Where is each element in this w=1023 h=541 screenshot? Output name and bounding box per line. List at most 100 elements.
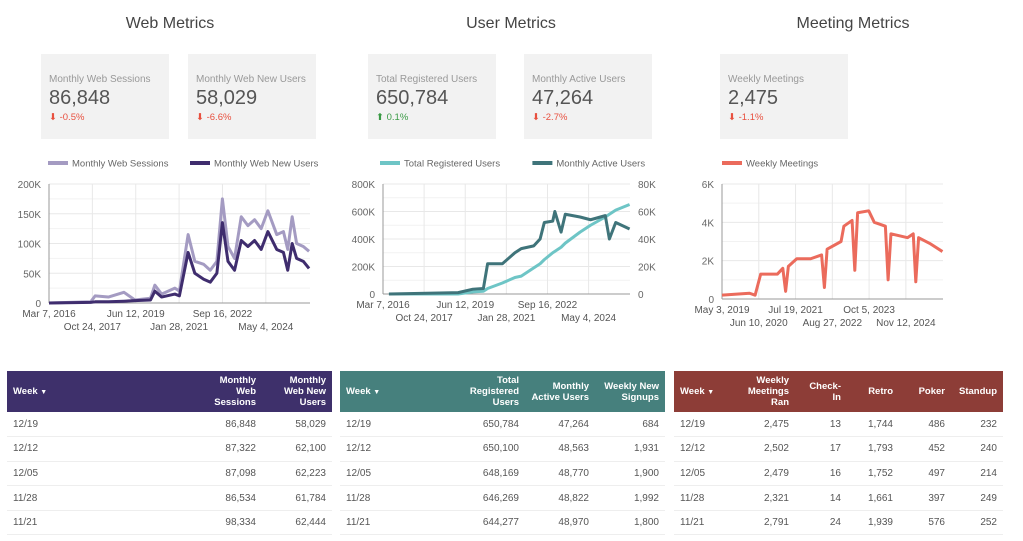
x-tick-label: May 4, 2024 xyxy=(561,313,616,324)
section-title-user: User Metrics xyxy=(466,15,556,32)
y-tick-label: 100K xyxy=(18,240,42,251)
x-tick-label: Sep 16, 2022 xyxy=(193,309,253,320)
y-right-tick-label: 60K xyxy=(638,208,656,219)
kpi-change: ⬆ 0.1% xyxy=(376,112,409,123)
table-cell: 48,970 xyxy=(525,510,595,536)
y-tick-label: 50K xyxy=(23,269,41,280)
x-tick-label: Jun 12, 2019 xyxy=(436,300,494,311)
table-cell: 1,900 xyxy=(595,461,665,487)
y-right-tick-label: 40K xyxy=(638,235,656,246)
series-line xyxy=(388,203,631,296)
table-cell: 12/05 xyxy=(674,461,742,487)
table-cell: 12/19 xyxy=(7,412,192,438)
x-tick-label: Mar 7, 2016 xyxy=(356,300,410,311)
y-right-tick-label: 20K xyxy=(638,263,656,274)
table-cell: 12/19 xyxy=(340,412,455,438)
table-cell: 14 xyxy=(795,485,847,511)
table-row: 12/05 87,098 62,223 xyxy=(7,461,332,487)
x-tick-label: Oct 24, 2017 xyxy=(395,313,453,324)
y-tick-label: 0 xyxy=(369,290,375,301)
table-row: 12/12 87,322 62,100 xyxy=(7,436,332,462)
x-tick-label: Jul 19, 2021 xyxy=(768,305,823,316)
table-cell: 13 xyxy=(795,412,847,438)
table-cell: 16 xyxy=(795,461,847,487)
column-header: Monthly Web Sessions xyxy=(214,375,256,408)
table-cell: 2,321 xyxy=(741,485,795,511)
legend-label: Total Registered Users xyxy=(404,159,500,170)
x-tick-label: Jan 28, 2021 xyxy=(150,322,208,333)
table-row: 11/21 644,277 48,970 1,800 xyxy=(340,510,665,536)
table-row: 11/21 98,334 62,444 xyxy=(7,510,332,536)
table-cell: 62,100 xyxy=(262,436,332,462)
legend-label: Weekly Meetings xyxy=(746,159,818,170)
kpi-card: Total Registered Users 650,784 ⬆ 0.1% xyxy=(368,54,496,139)
table-cell: 12/19 xyxy=(674,412,742,438)
column-header[interactable]: Week ▼ xyxy=(680,385,715,397)
y-tick-label: 4K xyxy=(702,218,715,229)
table-cell: 1,752 xyxy=(847,461,899,487)
x-tick-label: Oct 24, 2017 xyxy=(64,322,122,333)
kpi-value: 2,475 xyxy=(728,87,779,109)
kpi-change: ⬇ -1.1% xyxy=(728,112,764,123)
table-cell: 249 xyxy=(951,485,1003,511)
table-cell: 11/28 xyxy=(674,485,742,511)
kpi-label: Monthly Active Users xyxy=(532,74,626,85)
table-row: 12/05 648,169 48,770 1,900 xyxy=(340,461,665,487)
table-cell: 232 xyxy=(951,412,1003,438)
x-tick-label: Mar 7, 2016 xyxy=(22,309,76,320)
arrow-down-icon: ⬇ xyxy=(728,112,736,123)
x-tick-label: May 3, 2019 xyxy=(694,305,749,316)
table-cell: 1,992 xyxy=(595,485,665,511)
caret-down-icon[interactable]: ▼ xyxy=(707,388,715,396)
data-table: Week ▼ Weekly Meetings Ran Check-In Retro Po… xyxy=(674,371,1003,536)
kpi-label: Monthly Web Sessions xyxy=(49,74,151,85)
column-header: Check-In xyxy=(809,380,841,403)
table-cell: 62,223 xyxy=(262,461,332,487)
table-cell: 11/21 xyxy=(340,510,455,536)
data-table: Week ▼ Total Registered Users Monthly Acti… xyxy=(340,371,665,536)
table-cell: 1,793 xyxy=(847,436,899,462)
table-cell: 48,563 xyxy=(525,436,595,462)
table-cell: 2,475 xyxy=(741,412,795,438)
table-cell: 1,931 xyxy=(595,436,665,462)
table-cell: 1,939 xyxy=(847,510,899,536)
column-header[interactable]: Week ▼ xyxy=(346,385,381,397)
caret-down-icon[interactable]: ▼ xyxy=(373,388,381,396)
x-tick-label: Jun 10, 2020 xyxy=(730,318,788,329)
x-tick-label: May 4, 2024 xyxy=(238,322,293,333)
column-header[interactable]: Week ▼ xyxy=(13,385,48,397)
table-cell: 17 xyxy=(795,436,847,462)
kpi-label: Total Registered Users xyxy=(376,74,478,85)
kpi-card: Monthly Web New Users 58,029 ⬇ -6.6% xyxy=(188,54,316,139)
caret-down-icon[interactable]: ▼ xyxy=(40,388,48,396)
table-cell: 397 xyxy=(899,485,951,511)
table-cell: 1,661 xyxy=(847,485,899,511)
table-cell: 684 xyxy=(595,412,665,438)
column-header: Weekly New Signups xyxy=(604,380,659,403)
y-tick-label: 6K xyxy=(702,180,715,191)
arrow-up-icon: ⬆ xyxy=(376,112,384,123)
series-line xyxy=(388,210,631,296)
table-cell: 12/12 xyxy=(7,436,192,462)
table-cell: 576 xyxy=(899,510,951,536)
kpi-change: ⬇ -6.6% xyxy=(196,112,232,123)
table-cell: 646,269 xyxy=(455,485,525,511)
kpi-value: 650,784 xyxy=(376,87,449,109)
y-tick-label: 150K xyxy=(18,210,42,221)
charts-area: 0 50K 100K 150K 200K Mar 7, 2016 Oct 24, 2017 J… xyxy=(18,159,944,333)
table-cell: 12/05 xyxy=(340,461,455,487)
table-cell: 486 xyxy=(899,412,951,438)
arrow-down-icon: ⬇ xyxy=(532,112,540,123)
y-tick-label: 200K xyxy=(352,263,376,274)
table-cell: 452 xyxy=(899,436,951,462)
table-cell: 47,264 xyxy=(525,412,595,438)
arrow-down-icon: ⬇ xyxy=(196,112,204,123)
table-cell: 11/21 xyxy=(674,510,742,536)
table-cell: 86,848 xyxy=(192,412,262,438)
x-tick-label: Jan 28, 2021 xyxy=(477,313,535,324)
table-cell: 87,322 xyxy=(192,436,262,462)
column-header: Monthly Web New Users xyxy=(283,375,326,408)
column-header: Poker xyxy=(918,386,945,397)
y-tick-label: 2K xyxy=(702,257,715,268)
x-tick-label: Oct 5, 2023 xyxy=(843,305,895,316)
